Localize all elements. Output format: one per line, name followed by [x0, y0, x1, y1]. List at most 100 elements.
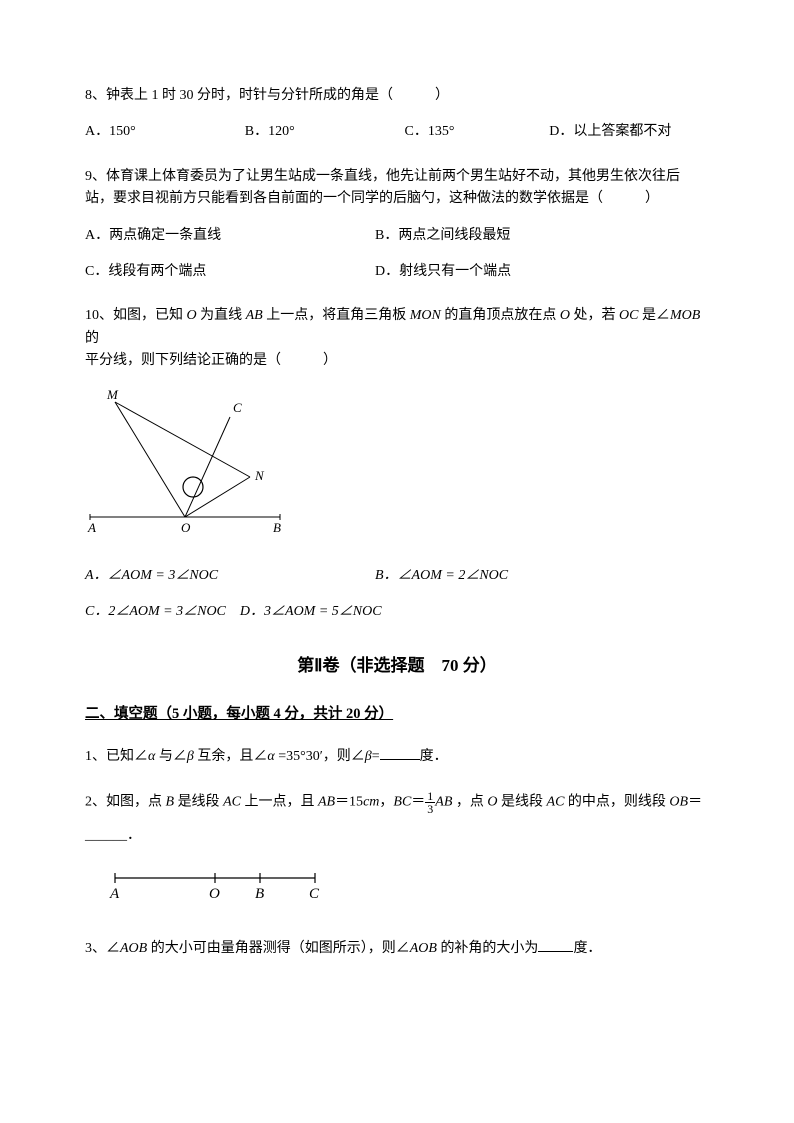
f2-ob: OB — [669, 795, 688, 810]
triangle-diagram-icon: M C N A O B — [85, 387, 285, 537]
seg-label-o: O — [209, 886, 220, 902]
q10-l1-m1: 为直线 — [197, 308, 246, 323]
f1-m2: 互余，且∠ — [194, 749, 268, 764]
q9-options-row2: C．线段有两个端点 D．射线只有一个端点 — [85, 261, 709, 283]
q10-opt-a: A．∠AOM = 3∠NOC — [85, 565, 375, 587]
seg-label-b: B — [255, 886, 264, 902]
f1-b1: β — [187, 749, 194, 764]
q10-l1-pre: 10、如图，已知 — [85, 308, 187, 323]
question-8: 8、钟表上 1 时 30 分时，时针与分针所成的角是（ ） A．150° B．1… — [85, 85, 709, 144]
f2-b: B — [166, 795, 175, 810]
f1-blank — [380, 746, 420, 760]
label-n: N — [254, 468, 265, 483]
q9-opt-c: C．线段有两个端点 — [85, 261, 375, 283]
seg-label-c: C — [309, 886, 320, 902]
q8-options: A．150° B．120° C．135° D．以上答案都不对 — [85, 121, 709, 143]
f2-frac: 13 — [425, 790, 435, 815]
f2-o: O — [487, 795, 497, 810]
f2-ab2: AB — [435, 795, 452, 810]
q9-opt-d: D．射线只有一个端点 — [375, 261, 709, 283]
question-10: 10、如图，已知 O 为直线 AB 上一点，将直角三角板 MON 的直角顶点放在… — [85, 305, 709, 623]
f3-blank — [538, 938, 573, 952]
q10-opt-c: C．2∠AOM = 3∠NOC — [85, 604, 226, 619]
f1-m1: 与∠ — [155, 749, 187, 764]
fill-1: 1、已知∠α 与∠β 互余，且∠α =35°30′，则∠β=度． — [85, 746, 709, 768]
q10-l1-mob: MOB — [670, 308, 700, 323]
f2-m7: 是线段 — [498, 795, 547, 810]
seg-label-a: A — [109, 886, 120, 902]
f2-figure: A O B C — [105, 866, 709, 914]
f2-end: ． — [127, 828, 141, 843]
q9-opt-a: A．两点确定一条直线 — [85, 225, 375, 247]
q9-options-row1: A．两点确定一条直线 B．两点之间线段最短 — [85, 225, 709, 247]
f2-blank: ______ — [85, 828, 127, 843]
q10-line2: 平分线，则下列结论正确的是（ ） — [85, 353, 337, 368]
f2-m8: 的中点，则线段 — [564, 795, 669, 810]
fill-blank-heading: 二、填空题（5 小题，每小题 4 分，共计 20 分） — [85, 703, 709, 726]
q10-opt-b: B．∠AOM = 2∠NOC — [375, 565, 709, 587]
f2-bc: BC — [393, 795, 411, 810]
q10-options-row1: A．∠AOM = 3∠NOC B．∠AOM = 2∠NOC — [85, 565, 709, 587]
f1-pre: 1、已知∠ — [85, 749, 148, 764]
f1-end: 度． — [420, 749, 448, 764]
q10-text: 10、如图，已知 O 为直线 AB 上一点，将直角三角板 MON 的直角顶点放在… — [85, 305, 709, 372]
q8-opt-b: B．120° — [245, 121, 405, 143]
f1-m4: = — [372, 749, 380, 764]
q10-l1-ab: AB — [246, 308, 263, 323]
f3-m1: 的大小可由量角器测得（如图所示），则∠ — [147, 941, 410, 956]
f1-m3: =35°30′，则∠ — [275, 749, 365, 764]
f3-end: 度． — [573, 941, 601, 956]
q8-opt-c: C．135° — [405, 121, 550, 143]
q10-l1-mon: MON — [410, 308, 441, 323]
q10-options-row2: C．2∠AOM = 3∠NOC D．3∠AOM = 5∠NOC — [85, 601, 709, 623]
q9-opt-b: B．两点之间线段最短 — [375, 225, 709, 247]
q9-line1: 9、体育课上体育委员为了让男生站成一条直线，他先让前两个男生站好不动，其他男生依… — [85, 169, 680, 184]
section-2-title: 第Ⅱ卷（非选择题 70 分） — [85, 652, 709, 679]
f2-m4: ， — [379, 795, 393, 810]
f3-aob1: AOB — [120, 941, 147, 956]
q10-l1-o: O — [187, 308, 197, 323]
f2-m6: ，点 — [452, 795, 487, 810]
f2-ac2: AC — [547, 795, 565, 810]
f2-m2: 上一点，且 — [241, 795, 318, 810]
f2-ab: AB — [318, 795, 335, 810]
label-a: A — [87, 520, 96, 535]
f2-pre: 2、如图，点 — [85, 795, 166, 810]
q8-text: 8、钟表上 1 时 30 分时，时针与分针所成的角是（ ） — [85, 85, 709, 107]
line-segment-diagram-icon: A O B C — [105, 866, 325, 906]
f1-b2: β — [365, 749, 372, 764]
f2-m5: ＝ — [411, 795, 425, 810]
q10-l1-end: 的 — [85, 331, 99, 346]
f2-text: 2、如图，点 B 是线段 AC 上一点，且 AB＝15cm，BC＝13AB ，点… — [85, 790, 709, 815]
label-m: M — [106, 387, 119, 402]
label-c: C — [233, 400, 242, 415]
q10-l1-m4: 处，若 — [570, 308, 619, 323]
f3-aob2: AOB — [410, 941, 437, 956]
q9-line2: 站，要求目视前方只能看到各自前面的一个同学的后脑勺，这种做法的数学依据是（ ） — [85, 191, 659, 206]
f2-eq: ＝ — [688, 795, 702, 810]
f2-line2: ______． — [85, 825, 709, 847]
label-b: B — [273, 520, 281, 535]
f2-frac-den: 3 — [425, 803, 435, 815]
fill-2: 2、如图，点 B 是线段 AC 上一点，且 AB＝15cm，BC＝13AB ，点… — [85, 790, 709, 914]
q10-l1-m2: 上一点，将直角三角板 — [263, 308, 410, 323]
q8-opt-a: A．150° — [85, 121, 245, 143]
q10-l1-o2: O — [560, 308, 570, 323]
f1-a2: α — [267, 749, 274, 764]
label-o: O — [181, 520, 191, 535]
f2-m3: ＝15 — [335, 795, 363, 810]
f3-m2: 的补角的大小为 — [437, 941, 539, 956]
f2-m1: 是线段 — [174, 795, 223, 810]
f2-ac: AC — [223, 795, 241, 810]
q10-l1-m3: 的直角顶点放在点 — [441, 308, 560, 323]
fill-3: 3、∠AOB 的大小可由量角器测得（如图所示），则∠AOB 的补角的大小为度． — [85, 938, 709, 960]
q10-opt-d: D．3∠AOM = 5∠NOC — [240, 604, 382, 619]
q10-l1-m5: 是∠ — [638, 308, 670, 323]
q9-text: 9、体育课上体育委员为了让男生站成一条直线，他先让前两个男生站好不动，其他男生依… — [85, 166, 709, 211]
question-9: 9、体育课上体育委员为了让男生站成一条直线，他先让前两个男生站好不动，其他男生依… — [85, 166, 709, 284]
q8-opt-d: D．以上答案都不对 — [549, 121, 709, 143]
f2-cm1: cm — [363, 795, 379, 810]
q10-l1-oc: OC — [619, 308, 638, 323]
q10-figure: M C N A O B — [85, 387, 709, 545]
f3-pre: 3、∠ — [85, 941, 120, 956]
